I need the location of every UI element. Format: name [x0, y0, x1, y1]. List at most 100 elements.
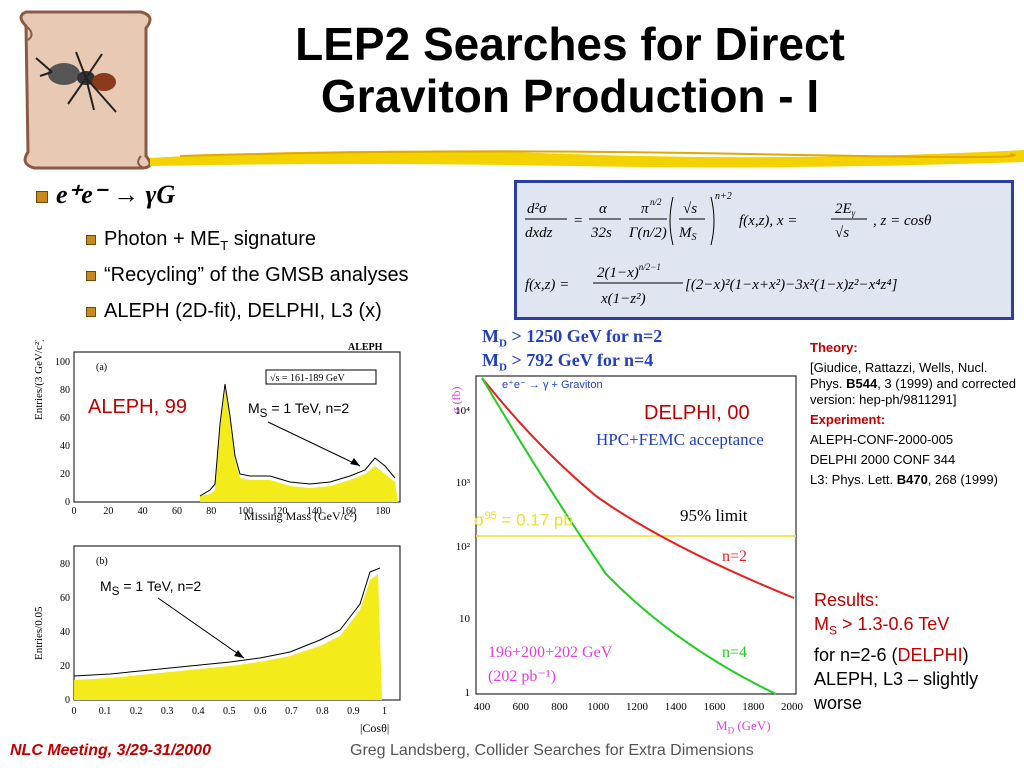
aleph-b-xtick: 0.9 — [347, 706, 360, 717]
md1-m: M — [482, 326, 499, 346]
md1-rest: > 1250 GeV for n=2 — [506, 326, 663, 346]
f-d2sigma: d²σ — [527, 201, 547, 217]
aleph-ylabel-b: Entries/0.05 — [33, 606, 45, 660]
page-title: LEP2 Searches for Direct Graviton Produc… — [150, 18, 990, 122]
notes-column: Theory: [Giudice, Rattazzi, Wells, Nucl.… — [810, 340, 1020, 488]
aleph-b-xtick: 1 — [382, 706, 387, 717]
aleph-xlabel-a: Missing Mass (GeV/c²) — [244, 509, 357, 523]
aleph-b-xtick: 0.4 — [192, 706, 205, 717]
exp-head: Experiment: — [810, 412, 886, 427]
delphi-energies: 196+200+202 GeV — [488, 644, 613, 661]
ms-b-rest: = 1 TeV, n=2 — [119, 578, 202, 594]
svg-text:α: α — [599, 201, 608, 217]
delphi-ytick: 10⁴ — [455, 405, 470, 417]
aleph-b-ytick: 40 — [60, 627, 70, 638]
delphi-md2: MD > 792 GeV for n=4 — [482, 350, 653, 374]
md2-sub: D — [499, 361, 507, 374]
svg-text:MS: MS — [678, 225, 697, 243]
footer-right: Greg Landsberg, Collider Searches for Ex… — [350, 742, 754, 759]
delphi-plot: σ (fb) 10⁴ 10³ 10² 10 1 400 600 800 1000 1200 1400… — [426, 326, 806, 740]
aleph-b-xtick: 0.3 — [161, 706, 174, 717]
curve-n2 — [481, 377, 795, 599]
aleph-plot-svg: ALEPH (a) √s = 161-189 GeV Entries/(3 Ge… — [33, 338, 401, 735]
bullet-icon — [36, 191, 48, 203]
aleph-a-ytick: 20 — [60, 469, 70, 480]
svg-text:Γ(n/2): Γ(n/2) — [628, 225, 667, 241]
r1sub: S — [829, 623, 838, 638]
aleph-b-xtick: 0.7 — [285, 706, 298, 717]
sub-bullet-1: Photon + MET signature — [86, 228, 316, 253]
results-line2: for n=2-6 (DELPHI) — [814, 643, 1020, 667]
aleph-a-yellow-hist — [200, 388, 398, 502]
results-block: Results: MS > 1.3-0.6 TeV for n=2-6 (DEL… — [814, 588, 1020, 715]
theory-head: Theory: — [810, 340, 858, 355]
delphi-ytick: 1 — [465, 687, 471, 699]
aleph-b-ytick: 20 — [60, 661, 70, 672]
aleph-arrow-a — [267, 421, 361, 467]
delphi-n2: n=2 — [722, 548, 748, 565]
svg-text:x(1−z²): x(1−z²) — [600, 291, 646, 307]
aleph-a-ytick: 100 — [55, 357, 70, 368]
exp-1: ALEPH-CONF-2000-005 — [810, 432, 954, 447]
exp3b: B470 — [896, 472, 928, 487]
delphi-xtick: 400 — [474, 701, 491, 713]
delphi-ytick: 10² — [456, 541, 471, 553]
delphi-plot-svg: σ (fb) 10⁴ 10³ 10² 10 1400 600 800 1000 1200 1400… — [449, 375, 804, 713]
theory-body: [Giudice, Rattazzi, Wells, Nucl. Phys. B… — [810, 360, 1020, 408]
aleph-ylabel-a: Entries/(3 GeV/c²) — [33, 340, 45, 420]
formula-box: d²σ dxdz = α 32s π n/2 Γ(n/2) √s MS n+2 … — [514, 180, 1014, 320]
svg-text:π: π — [641, 201, 649, 217]
delphi-xtick: 2000 — [781, 701, 804, 713]
aleph-sqrt-s: √s = 161-189 GeV — [270, 373, 346, 384]
md1-sub: D — [499, 337, 507, 350]
aleph-a-ytick: 40 — [60, 441, 70, 452]
delphi-ylabel: σ (fb) — [449, 387, 463, 414]
aleph-b-xtick: 0.2 — [130, 706, 143, 717]
svg-text:2Eγ: 2Eγ — [835, 201, 856, 218]
yellow-brush-divider — [150, 150, 1024, 168]
sub-bullet-text: ALEPH (2D-fit), DELPHI, L3 (x) — [104, 300, 382, 322]
aleph-b-ytick: 80 — [60, 559, 70, 570]
aleph-b-ytick: 0 — [65, 695, 70, 706]
delphi-xlabel: MD (GeV) — [716, 718, 771, 736]
theory-text: [Giudice, Rattazzi, Wells, Nucl. Phys. — [810, 360, 988, 391]
dx-rest: (GeV) — [734, 718, 771, 733]
ms-a-m: M — [248, 400, 260, 416]
delphi-xtick: 1200 — [626, 701, 649, 713]
aleph-a-xtick: 180 — [375, 506, 390, 517]
delphi-sigma95: σ95 = 0.17 pb — [474, 510, 573, 531]
md2-rest: > 792 GeV for n=4 — [506, 350, 654, 370]
md2-m: M — [482, 350, 499, 370]
ms-b-sub: S — [111, 584, 120, 598]
svg-text:n/2: n/2 — [650, 197, 662, 207]
aleph-label: ALEPH, 99 — [88, 396, 187, 418]
aleph-b-xtick: 0.6 — [254, 706, 266, 717]
sigma-sup: 95 — [484, 510, 497, 522]
aleph-b-xtick: 0.1 — [99, 706, 112, 717]
main-bullet: e⁺e⁻ → γG — [36, 180, 175, 210]
r2b: DELPHI — [897, 644, 963, 665]
delphi-xtick: 1400 — [665, 701, 688, 713]
aleph-experiment-label: ALEPH — [348, 342, 383, 353]
aleph-panel-b: (b) — [96, 556, 108, 567]
r1b: > 1.3-0.6 TeV — [837, 614, 950, 634]
sub-bullet-suffix: signature — [228, 228, 316, 250]
exp3c: , 268 (1999) — [927, 472, 998, 487]
svg-text:, z = cosθ: , z = cosθ — [873, 213, 932, 229]
aleph-a-ytick: 80 — [60, 385, 70, 396]
aleph-ms-a: MS = 1 TeV, n=2 — [248, 400, 349, 420]
delphi-lumi: (202 pb⁻¹) — [488, 668, 556, 685]
formula-svg: d²σ dxdz = α 32s π n/2 Γ(n/2) √s MS n+2 … — [525, 191, 932, 307]
aleph-a-xtick: 0 — [72, 506, 77, 517]
curve-n4 — [481, 377, 777, 695]
delphi-ytick: 10 — [459, 613, 471, 625]
aleph-a-ytick: 60 — [60, 413, 70, 424]
svg-text:=: = — [573, 213, 583, 229]
svg-text:f(x,z) =: f(x,z) = — [525, 277, 569, 293]
ms-a-sub: S — [259, 406, 268, 420]
aleph-a-xtick: 100 — [238, 506, 253, 517]
footer-left: NLC Meeting, 3/29-31/2000 — [10, 742, 211, 759]
aleph-arrow-b — [157, 597, 245, 659]
aleph-ms-b: MS = 1 TeV, n=2 — [100, 578, 201, 598]
aleph-b-ytick: 60 — [60, 593, 70, 604]
